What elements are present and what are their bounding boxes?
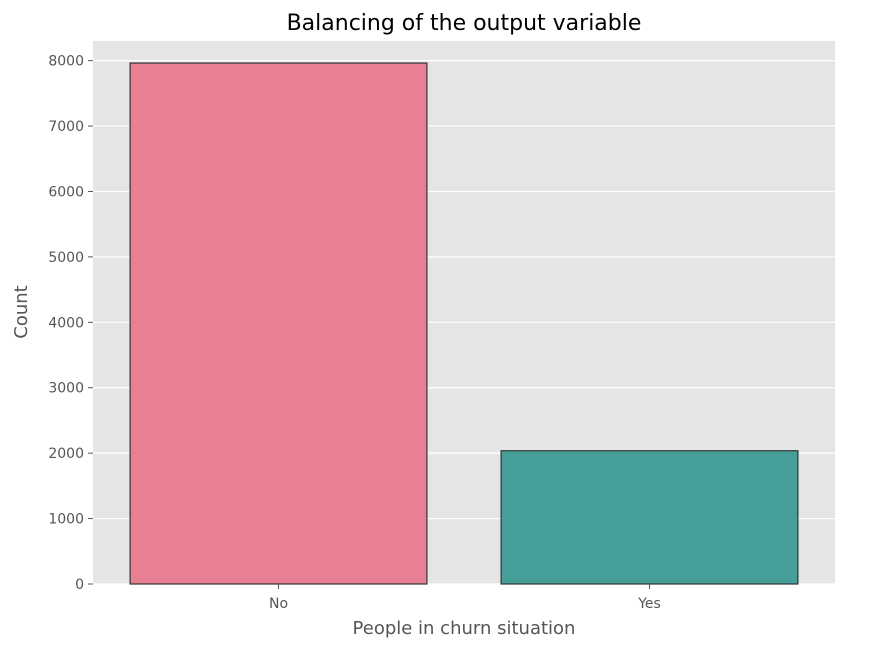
x-tick-label-no: No (269, 596, 288, 612)
y-tick-label: 6000 (48, 184, 84, 200)
y-axis-label: Count (11, 285, 32, 338)
x-axis-ticks: No Yes (269, 584, 661, 612)
x-tick-label-yes: Yes (637, 596, 661, 612)
bar-yes (500, 450, 799, 585)
y-tick-label: 4000 (48, 315, 84, 331)
bars (129, 62, 799, 585)
y-axis-ticks: 0 1000 2000 3000 4000 5000 6000 7000 8000 (48, 54, 93, 593)
y-tick-label: 7000 (48, 119, 84, 135)
x-axis-label: People in churn situation (353, 618, 576, 639)
y-tick-label: 8000 (48, 54, 84, 70)
y-tick-label: 1000 (48, 512, 84, 528)
chart-title: Balancing of the output variable (287, 11, 642, 36)
y-tick-label: 3000 (48, 381, 84, 397)
y-tick-label: 2000 (48, 446, 84, 462)
y-tick-label: 0 (75, 577, 84, 593)
bar-no (129, 62, 428, 585)
y-tick-label: 5000 (48, 250, 84, 266)
